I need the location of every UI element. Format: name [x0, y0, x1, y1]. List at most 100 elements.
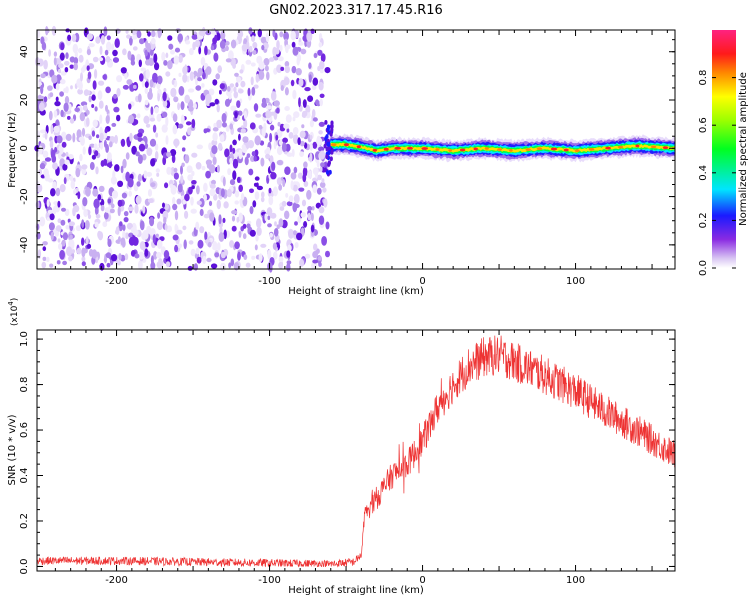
heatmap-signal-onset [329, 156, 333, 162]
heatmap-noise-cell [94, 221, 99, 228]
heatmap-noise-cell [191, 180, 197, 185]
spectrogram-y-tick-label: 40 [19, 45, 30, 58]
heatmap-noise-cell [132, 84, 137, 89]
heatmap-noise-cell [292, 89, 297, 100]
heatmap-noise-cell [80, 72, 83, 82]
heatmap-noise-cell [309, 152, 313, 163]
heatmap-noise-cell [86, 110, 90, 115]
heatmap-noise-cell [137, 173, 142, 182]
heatmap-noise-cell [276, 159, 284, 166]
heatmap-noise-cell [280, 85, 284, 91]
heatmap-noise-cell [131, 145, 137, 155]
heatmap-noise-cell [285, 193, 289, 198]
heatmap-noise-cell [86, 33, 93, 41]
colorbar-tick-label: 0.0 [698, 260, 709, 276]
heatmap-noise-cell [268, 57, 275, 62]
heatmap-noise-cell [112, 49, 118, 57]
heatmap-noise-cell [145, 59, 151, 66]
heatmap-noise-cell [316, 135, 321, 144]
heatmap-noise-cell [251, 151, 256, 157]
heatmap-noise-cell [134, 253, 140, 259]
heatmap-noise-cell [81, 256, 86, 262]
heatmap-noise-cell [222, 122, 227, 128]
heatmap-noise-cell [184, 94, 190, 104]
heatmap-noise-cell [97, 194, 102, 201]
heatmap-noise-cell [304, 87, 311, 92]
heatmap-noise-cell [172, 196, 176, 205]
heatmap-noise-cell [113, 93, 118, 99]
heatmap-noise-cell [144, 49, 148, 57]
heatmap-noise-cell [177, 33, 183, 43]
heatmap-noise-cell [300, 212, 307, 218]
heatmap-noise-cell [63, 177, 67, 185]
heatmap-noise-cell [199, 208, 204, 217]
heatmap-noise-cell [232, 158, 239, 169]
heatmap-noise-cell [155, 132, 159, 138]
heatmap-noise-cell [197, 239, 204, 249]
heatmap-noise-cell [172, 124, 178, 135]
heatmap-noise-cell [99, 114, 103, 124]
heatmap-noise-cell [241, 146, 248, 153]
heatmap-noise-cell [104, 128, 108, 134]
heatmap-signal-peak [484, 147, 489, 150]
heatmap-noise-cell [162, 156, 167, 166]
heatmap-noise-cell [154, 62, 160, 71]
heatmap-noise-cell [82, 146, 86, 155]
heatmap-noise-cell [234, 111, 238, 119]
heatmap-noise-cell [128, 232, 134, 238]
heatmap-noise-cell [228, 262, 232, 269]
heatmap-noise-cell [77, 47, 83, 54]
heatmap-noise-cell [130, 60, 136, 66]
snr-y-tick-label: 0.4 [19, 468, 30, 484]
heatmap-noise-cell [173, 96, 179, 103]
heatmap-noise-cell [85, 220, 90, 230]
heatmap-noise-cell [293, 193, 300, 204]
spectrogram-frame [36, 29, 676, 270]
heatmap-noise-cell [324, 67, 331, 74]
heatmap-noise-cell [276, 177, 283, 186]
heatmap-noise-cell [94, 69, 98, 79]
heatmap-signal-peak [550, 147, 558, 151]
heatmap-noise-cell [77, 88, 83, 95]
heatmap-noise-cell [177, 102, 181, 111]
heatmap-noise-cell [189, 48, 194, 56]
heatmap-noise-cell [35, 200, 40, 210]
heatmap-noise-cell [249, 188, 254, 194]
heatmap-noise-cell [78, 81, 83, 91]
heatmap-noise-cell [163, 88, 167, 93]
heatmap-noise-cell [232, 62, 237, 69]
heatmap-noise-cell [114, 38, 120, 48]
heatmap-noise-cell [103, 211, 109, 220]
heatmap-noise-cell [88, 146, 92, 156]
heatmap-noise-cell [79, 153, 83, 162]
snr-y-ticks: 0.0 0.2 0.4 0.6 0.8 1.0 [19, 331, 675, 574]
heatmap-noise-cell [235, 82, 239, 88]
heatmap-noise-cell [128, 103, 132, 110]
heatmap-noise-cell [39, 162, 46, 170]
heatmap-noise-cell [181, 162, 185, 167]
heatmap-noise-cell [126, 222, 133, 230]
heatmap-noise-cell [135, 195, 142, 205]
heatmap-signal-peak [448, 149, 453, 152]
heatmap-noise-cell [230, 39, 237, 49]
heatmap-noise-cell [284, 106, 290, 111]
heatmap-noise-cell [86, 117, 90, 127]
heatmap-noise-cell [124, 232, 130, 239]
heatmap-noise-cell [237, 88, 244, 94]
heatmap-noise-cell [53, 57, 57, 66]
heatmap-noise-cell [92, 80, 97, 90]
heatmap-noise-cell [172, 203, 178, 211]
heatmap-noise-cell [63, 102, 69, 112]
heatmap-noise-cell [135, 151, 140, 157]
heatmap-noise-cell [292, 134, 299, 145]
heatmap-noise-cell [290, 30, 296, 41]
heatmap-noise-cell [233, 86, 237, 93]
heatmap-noise-cell [218, 214, 222, 225]
heatmap-noise-cell [68, 153, 74, 160]
heatmap-noise-cell [279, 206, 285, 211]
heatmap-noise-cell [225, 58, 232, 63]
heatmap-noise-cell [230, 258, 235, 267]
heatmap-noise-cell [315, 99, 320, 106]
heatmap-noise-cell [37, 249, 42, 259]
heatmap-noise-cell [64, 96, 70, 105]
